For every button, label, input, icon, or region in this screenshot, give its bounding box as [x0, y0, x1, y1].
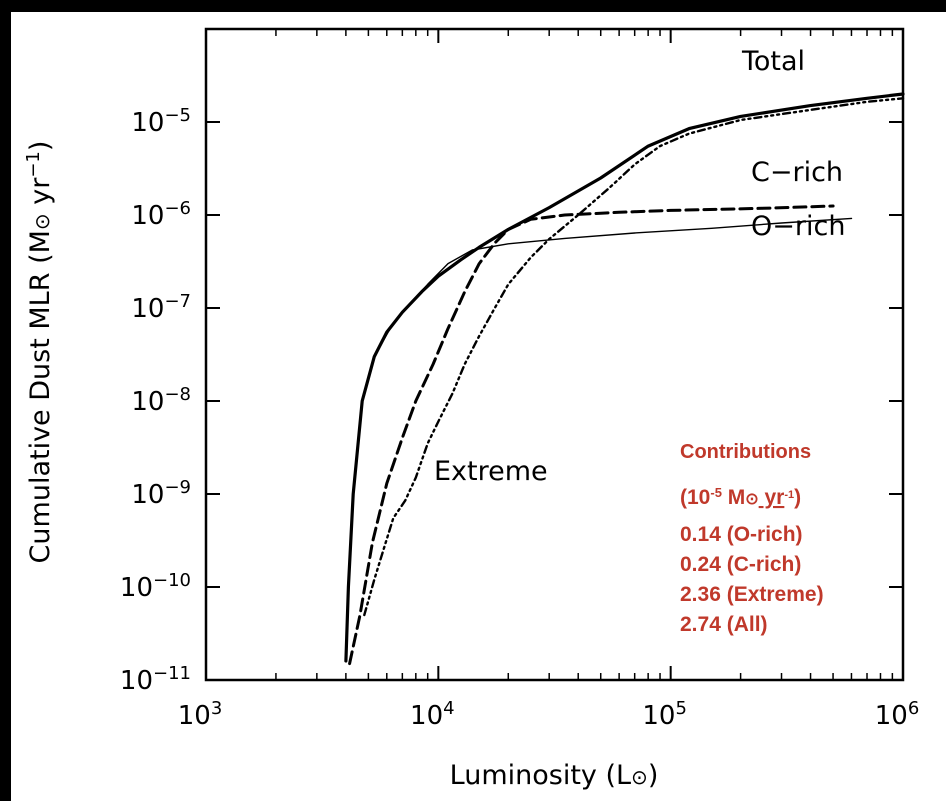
- plot-area-frame: [204, 27, 905, 682]
- contribution-line-orich: 0.14 (O-rich): [680, 523, 803, 546]
- x-axis-title: Luminosity (L⊙): [450, 760, 659, 791]
- curve-label-orich: O−rich: [751, 211, 845, 242]
- x-tick-label: 105: [642, 698, 687, 732]
- curve-label-total: Total: [741, 46, 805, 77]
- x-tick-label: 103: [178, 698, 223, 732]
- y-tick-label: 10−8: [131, 384, 191, 418]
- x-tick-label: 106: [875, 698, 920, 732]
- y-tick-label: 10−11: [120, 663, 191, 697]
- series-line-extreme: [363, 97, 905, 617]
- chart-panel: 103 104 105 106 10−11 10−10 10−9 10−8 10−7 10−6 10…: [11, 12, 946, 801]
- contribution-line-extreme: 2.36 (Extreme): [680, 583, 824, 606]
- y-tick-label: 10−10: [120, 570, 191, 604]
- y-tick-label: 10−6: [131, 198, 191, 232]
- contributions-units: (10-5 M⊙ yr-1): [680, 485, 801, 510]
- y-axis-title: Cumulative Dust MLR (M⊙ yr−1): [23, 141, 57, 564]
- x-tick-label: 104: [410, 698, 455, 732]
- series-line-o-rich: [345, 217, 853, 653]
- contribution-line-crich: 0.24 (C-rich): [680, 553, 801, 576]
- data-curves: [344, 92, 905, 666]
- y-tick-label: 10−9: [131, 477, 191, 511]
- curve-label-crich: C−rich: [751, 157, 843, 188]
- contributions-title: Contributions: [680, 441, 811, 463]
- series-line-c-rich: [348, 204, 835, 666]
- tick-labels: 103 104 105 106 10−11 10−10 10−9 10−8 10−7 10−6 10…: [120, 105, 919, 732]
- curve-label-extreme: Extreme: [434, 456, 548, 487]
- chart-svg: 103 104 105 106 10−11 10−10 10−9 10−8 10−7 10−6 10…: [23, 27, 919, 791]
- axis-ticks: [205, 28, 904, 681]
- y-tick-label: 10−5: [131, 105, 191, 139]
- contributions-annotation: Contributions (10-5 M⊙ yr-1) 0.14 (O-ric…: [680, 441, 824, 636]
- contribution-line-all: 2.74 (All): [680, 613, 768, 636]
- y-tick-label: 10−7: [131, 291, 191, 325]
